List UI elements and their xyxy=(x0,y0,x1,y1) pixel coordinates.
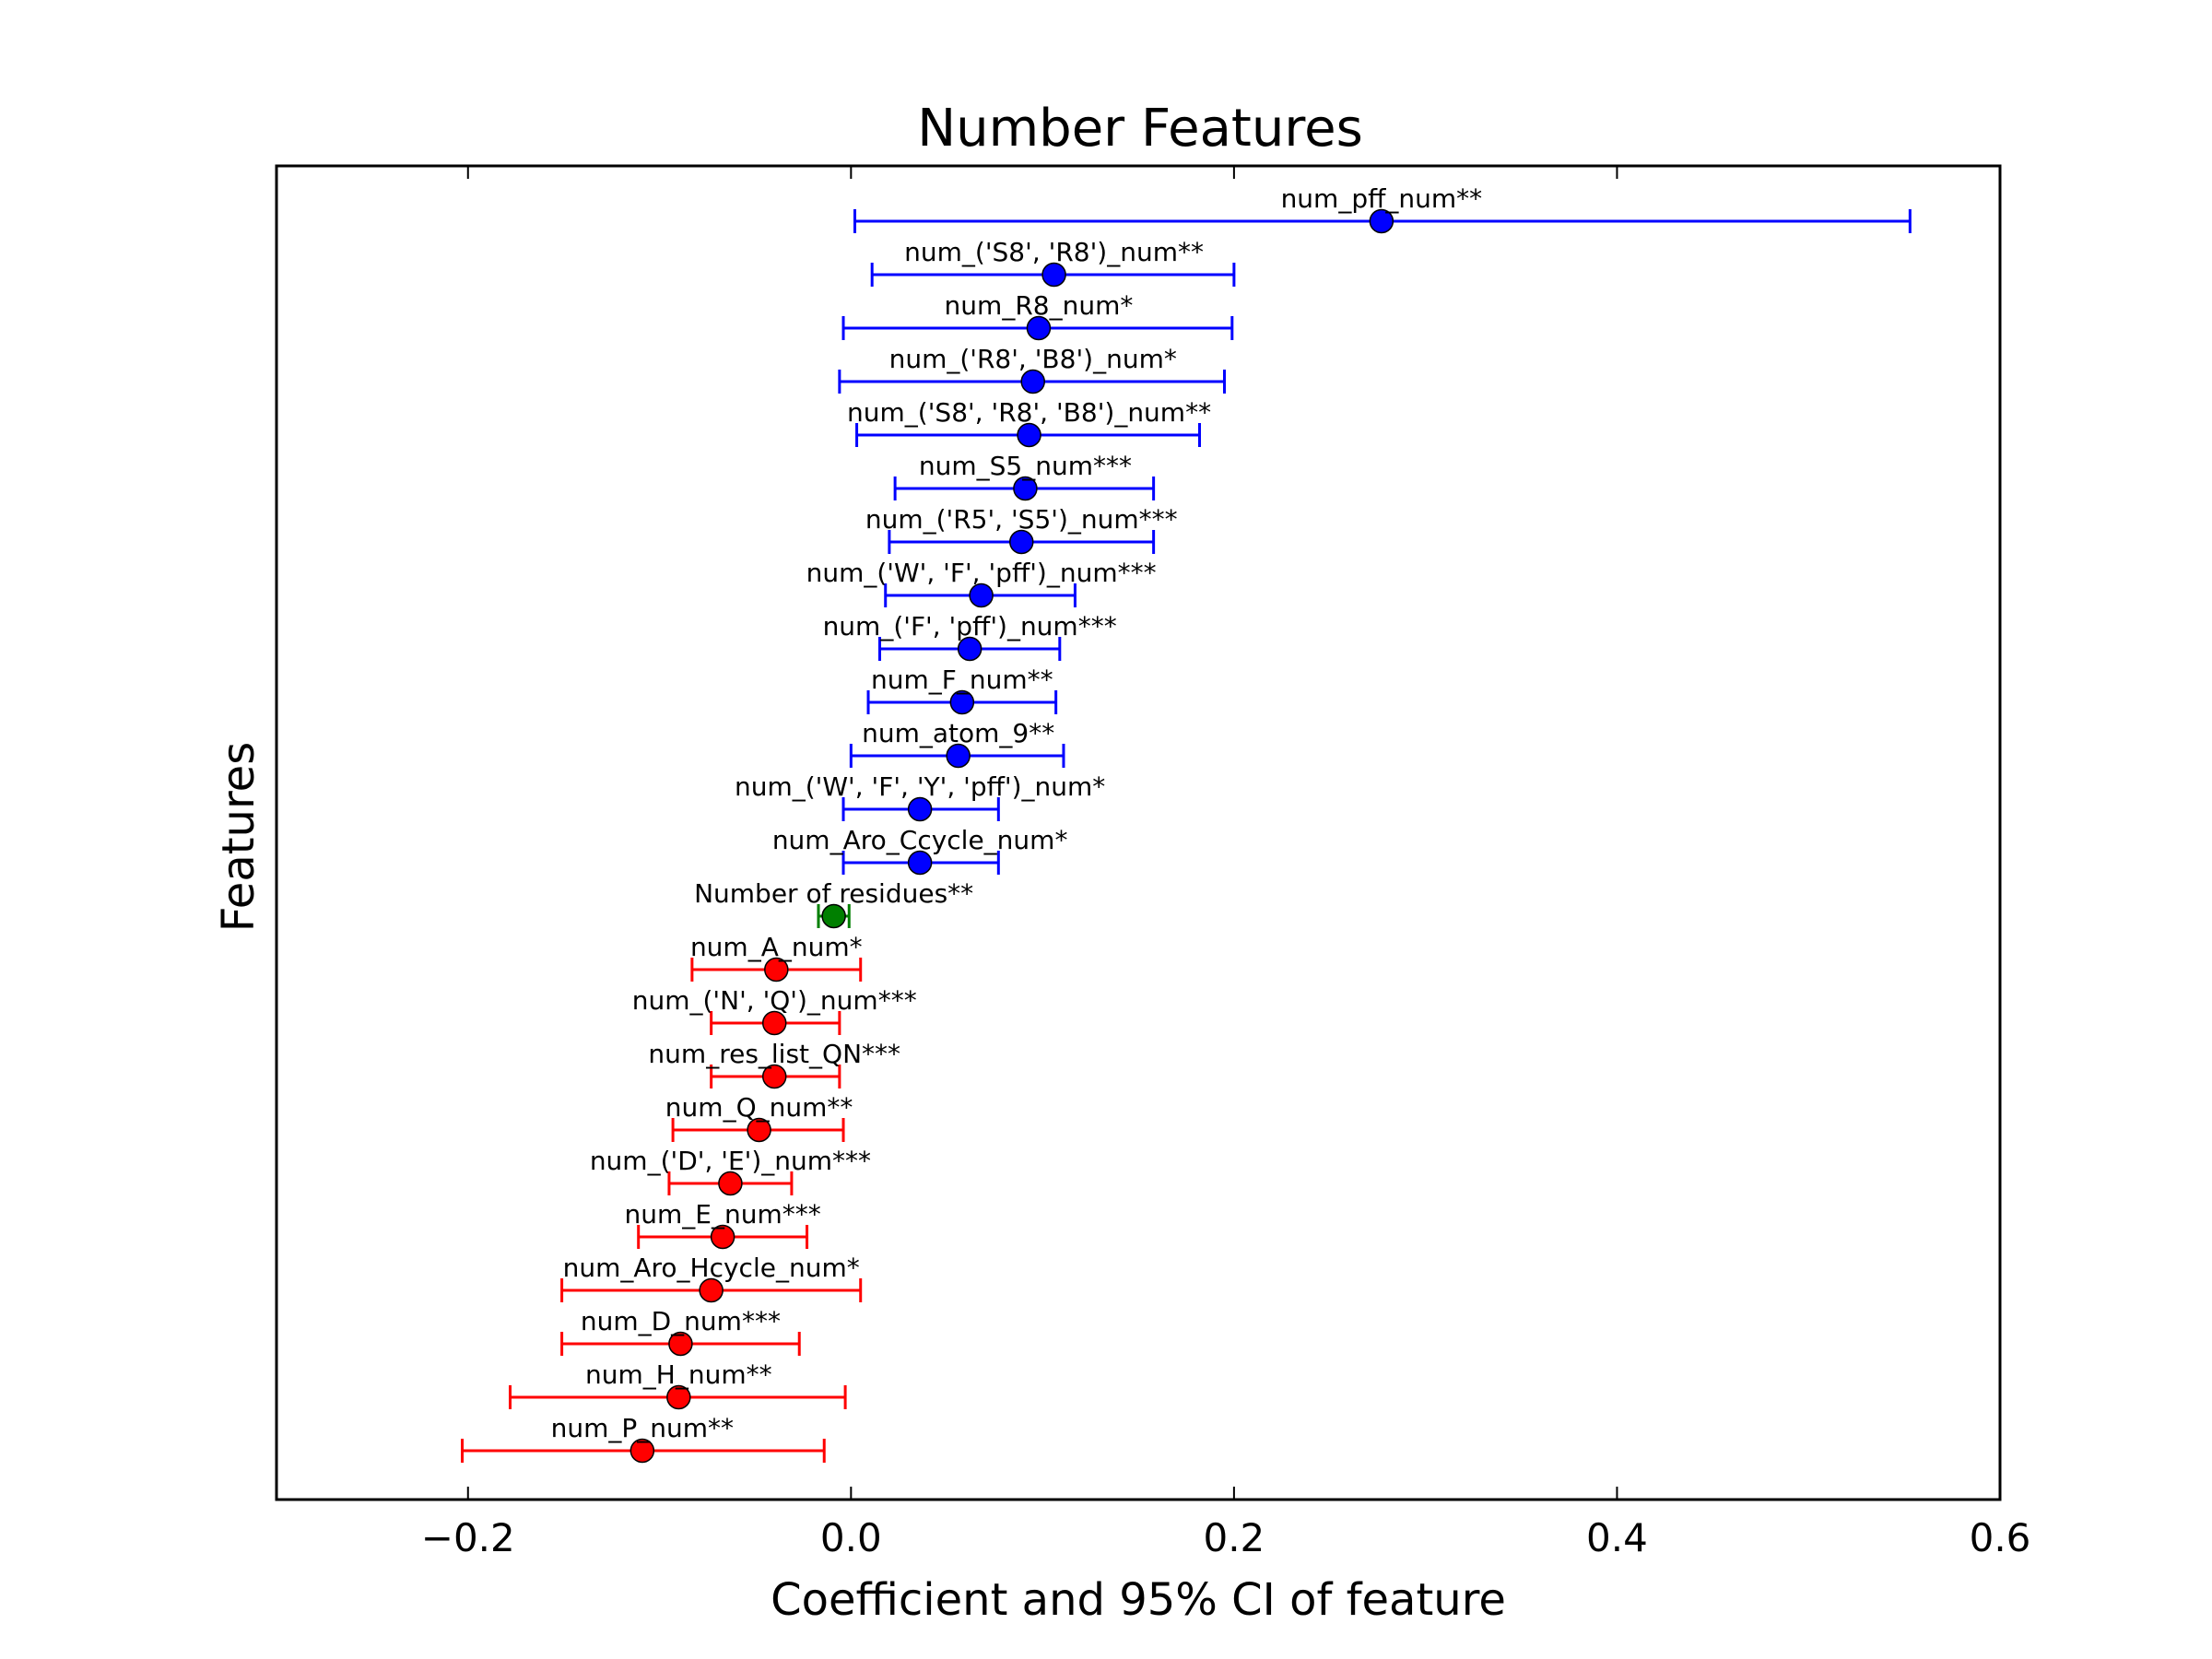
x-axis-label: Coefficient and 95% CI of feature xyxy=(771,1574,1506,1626)
feature-row: num_('N', 'Q')_num*** xyxy=(632,985,917,1036)
coef-point xyxy=(1017,422,1041,448)
coef-point xyxy=(668,1331,693,1357)
coef-point xyxy=(764,957,789,982)
coef-point xyxy=(629,1438,655,1464)
feature-label: num_('N', 'Q')_num*** xyxy=(632,985,917,1016)
coef-point xyxy=(699,1277,724,1303)
feature-label: num_('S8', 'R8')_num** xyxy=(904,237,1204,267)
feature-label: num_S5_num*** xyxy=(919,451,1132,481)
feature-row: num_Aro_Hcycle_num* xyxy=(560,1253,863,1303)
coef-point xyxy=(761,1010,787,1036)
coef-point xyxy=(946,743,971,769)
feature-row: num_('W', 'F', 'Y', 'pff')_num* xyxy=(735,771,1105,822)
feature-row: num_H_num** xyxy=(508,1359,847,1410)
coef-point xyxy=(1026,315,1052,341)
coef-point xyxy=(1013,476,1038,501)
feature-row: num_atom_9** xyxy=(849,718,1065,769)
feature-label: num_('R5', 'S5')_num*** xyxy=(865,504,1178,535)
feature-label: num_('W', 'F', 'Y', 'pff')_num* xyxy=(735,771,1105,802)
feature-label: num_D_num*** xyxy=(581,1306,781,1336)
x-tick-label: 0.0 xyxy=(820,1515,882,1560)
feature-label: num_Aro_Ccycle_num* xyxy=(772,825,1068,855)
x-tick-label: −0.2 xyxy=(421,1515,515,1560)
feature-row: num_F_num** xyxy=(866,665,1058,715)
feature-row: num_Q_num** xyxy=(665,1092,853,1143)
x-tick-label: 0.2 xyxy=(1203,1515,1265,1560)
coef-point xyxy=(907,796,933,822)
feature-label: num_('W', 'F', 'pff')_num*** xyxy=(806,558,1157,588)
coef-point xyxy=(710,1224,735,1250)
feature-row: num_A_num* xyxy=(690,932,863,982)
plot-area: num_pff_num** num_('S8', 'R8')_num** num_R… xyxy=(461,183,1912,1464)
y-axis-label: Features xyxy=(213,742,265,932)
feature-row: num_('R8', 'B8')_num* xyxy=(838,344,1226,394)
feature-row: num_('S8', 'R8')_num** xyxy=(870,237,1236,288)
coef-point xyxy=(1041,262,1066,288)
coef-point xyxy=(969,582,994,608)
feature-label: num_('D', 'E')_num*** xyxy=(590,1146,871,1176)
feature-row: num_E_num*** xyxy=(625,1199,821,1250)
coef-point xyxy=(666,1384,691,1410)
feature-row: num_('F', 'pff')_num*** xyxy=(823,611,1117,662)
feature-label: num_('R8', 'B8')_num* xyxy=(889,344,1177,374)
coef-point xyxy=(957,636,982,662)
plot-frame xyxy=(275,164,2002,1501)
feature-label: num_F_num** xyxy=(871,665,1053,695)
feature-label: num_P_num** xyxy=(551,1413,734,1443)
chart-title: Number Features xyxy=(917,99,1363,159)
feature-row: num_res_list_QN*** xyxy=(648,1039,900,1089)
feature-label: num_Aro_Hcycle_num* xyxy=(563,1253,860,1283)
feature-label: num_E_num*** xyxy=(625,1199,821,1230)
feature-label: num_Q_num** xyxy=(665,1092,853,1123)
feature-row: num_('W', 'F', 'pff')_num*** xyxy=(806,558,1157,608)
feature-row: num_('D', 'E')_num*** xyxy=(590,1146,871,1196)
feature-label: Number of residues** xyxy=(694,878,973,909)
feature-row: num_('R5', 'S5')_num*** xyxy=(865,504,1178,555)
feature-row: Number of residues** xyxy=(694,878,973,929)
feature-row: num_S5_num*** xyxy=(893,451,1156,501)
coef-point xyxy=(1020,369,1045,394)
feature-row: num_R8_num* xyxy=(841,290,1234,341)
feature-row: num_Aro_Ccycle_num* xyxy=(772,825,1068,876)
feature-label: num_pff_num** xyxy=(1281,183,1483,214)
feature-label: num_A_num* xyxy=(690,932,863,962)
coef-point xyxy=(821,903,846,929)
feature-label: num_H_num** xyxy=(585,1359,772,1390)
feature-label: num_R8_num* xyxy=(945,290,1134,321)
x-tick-label: 0.6 xyxy=(1970,1515,2031,1560)
coef-point xyxy=(718,1171,743,1196)
coef-point xyxy=(1009,529,1034,555)
coef-point xyxy=(907,850,933,876)
feature-row: num_('S8', 'R8', 'B8')_num** xyxy=(847,397,1211,448)
feature-label: num_res_list_QN*** xyxy=(648,1039,900,1069)
feature-row: num_P_num** xyxy=(461,1413,826,1464)
feature-row: num_pff_num** xyxy=(853,183,1912,234)
x-tick-label: 0.4 xyxy=(1586,1515,1648,1560)
feature-label: num_atom_9** xyxy=(862,718,1054,748)
coef-point xyxy=(747,1117,771,1143)
feature-row: num_D_num*** xyxy=(560,1306,801,1357)
coef-point xyxy=(1369,208,1394,234)
coef-point xyxy=(761,1064,787,1089)
x-axis: −0.2 0.0 0.2 0.4 0.6 xyxy=(421,166,2031,1560)
feature-label: num_('F', 'pff')_num*** xyxy=(823,611,1117,641)
feature-label: num_('S8', 'R8', 'B8')_num** xyxy=(847,397,1211,428)
coef-point xyxy=(949,689,975,715)
